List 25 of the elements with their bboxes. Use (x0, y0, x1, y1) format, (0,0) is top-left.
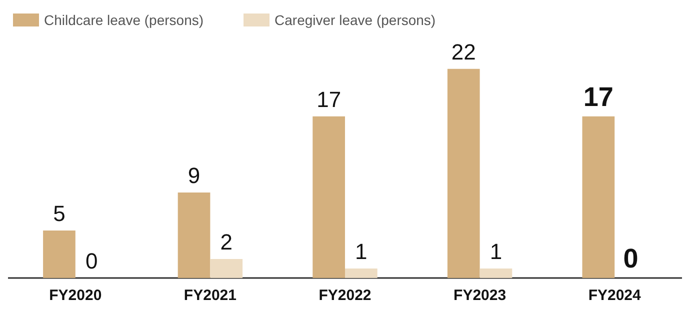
bar (345, 268, 378, 278)
x-tick-label: FY2024 (588, 287, 642, 304)
bar (447, 68, 480, 278)
data-label: 1 (490, 238, 502, 264)
x-tick-label: FY2022 (318, 287, 372, 304)
legend-label: Caregiver leave (persons) (274, 12, 436, 28)
data-label: 22 (451, 39, 476, 64)
x-tick-label: FY2021 (184, 287, 236, 304)
bar (480, 268, 512, 278)
legend-label: Childcare leave (persons) (44, 12, 204, 28)
data-label: 9 (188, 162, 200, 188)
bar (210, 258, 243, 278)
bar (43, 230, 76, 278)
data-label: 1 (355, 238, 368, 264)
data-label: 17 (316, 86, 342, 112)
bar (582, 116, 615, 278)
bar (178, 192, 210, 278)
x-tick-label: FY2023 (454, 287, 506, 304)
data-label: 17 (583, 82, 614, 112)
data-label: 0 (85, 248, 98, 274)
data-label: 0 (623, 244, 638, 274)
data-label: 5 (53, 200, 66, 226)
data-label: 2 (220, 229, 232, 254)
x-tick-label: FY2020 (49, 287, 102, 304)
bar (312, 116, 345, 278)
